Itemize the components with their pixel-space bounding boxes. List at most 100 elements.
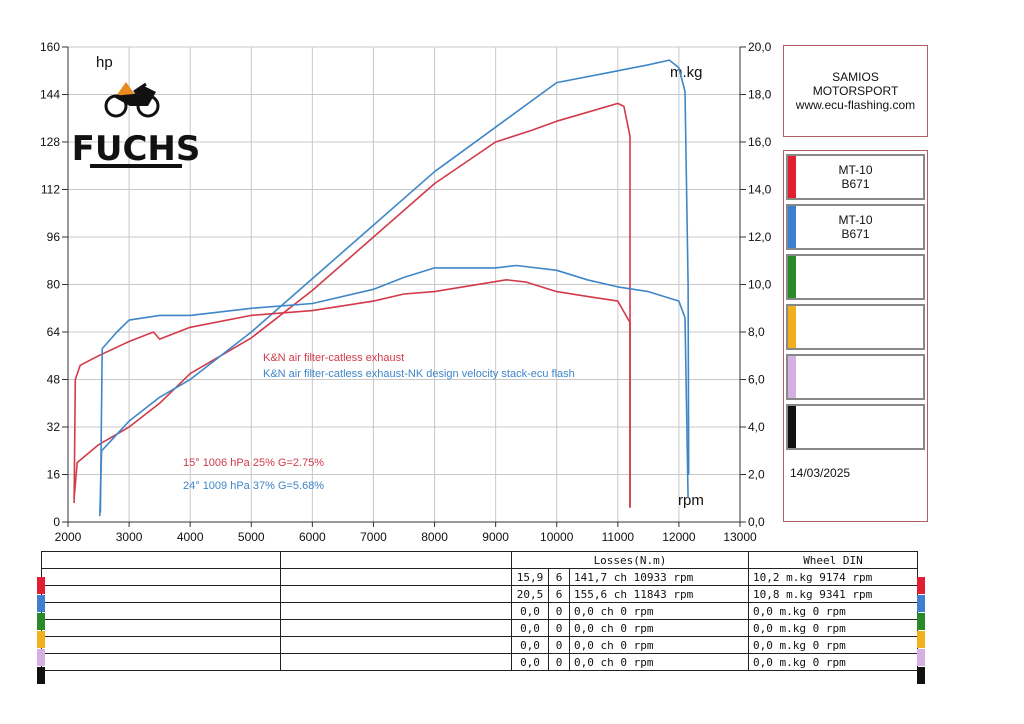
x-tick-label: 5000: [238, 530, 265, 544]
loss-count: 6: [548, 585, 570, 603]
table-row: 0,0 0 0,0 ch 0 rpm 0,0 m.kg 0 rpm: [41, 653, 918, 671]
row-color-marker: [37, 631, 45, 648]
table-row: 0,0 0 0,0 ch 0 rpm 0,0 m.kg 0 rpm: [41, 636, 918, 654]
table-row: 0,0 0 0,0 ch 0 rpm 0,0 m.kg 0 rpm: [41, 602, 918, 620]
legend-swatch: [788, 306, 796, 348]
loss-count: 6: [548, 568, 570, 586]
loss-value: 20,5: [511, 585, 549, 603]
y-left-tick-label: 160: [40, 40, 60, 54]
run-legend: MT-10 B671 MT-10 B671: [783, 150, 928, 522]
brand-line-2: MOTORSPORT: [812, 84, 899, 98]
table-row: 15,9 6 141,7 ch 10933 rpm 10,2 m.kg 9174…: [41, 568, 918, 586]
x-tick-label: 3000: [116, 530, 143, 544]
y-right-axis-label: m.kg: [670, 64, 703, 81]
legend-slot-green[interactable]: [786, 254, 925, 300]
x-tick-label: 8000: [421, 530, 448, 544]
loss-count: 0: [548, 636, 570, 654]
loss-count: 0: [548, 653, 570, 671]
y-left-tick-label: 0: [53, 515, 60, 529]
brand-box: SAMIOS MOTORSPORT www.ecu-flashing.com: [783, 45, 928, 137]
x-axis-label: rpm: [678, 492, 704, 509]
loss-value: 15,9: [511, 568, 549, 586]
legend-slot-black[interactable]: [786, 404, 925, 450]
fuchs-logo: FUCHS: [72, 82, 200, 169]
annotation-red-label: K&N air filter-catless exhaust: [263, 352, 404, 364]
series-line-power-1: [99, 59, 690, 517]
legend-slot-lilac[interactable]: [786, 354, 925, 400]
x-tick-label: 11000: [602, 530, 635, 544]
chart-series: [73, 59, 690, 517]
peak-power: 0,0 ch 0 rpm: [569, 619, 749, 637]
legend-slot-blue[interactable]: MT-10 B671: [786, 204, 925, 250]
results-table: Losses(N.m) Wheel DIN 15,9 6 141,7 ch 10…: [41, 551, 918, 671]
x-tick-label: 2000: [55, 530, 82, 544]
dyno-chart: 2000 3000 4000 5000 6000 7000 8000 9000 10000 110…: [40, 40, 772, 544]
legend-swatch: [788, 256, 796, 298]
loss-value: 0,0: [511, 636, 549, 654]
losses-header: Losses(N.m): [511, 551, 749, 569]
y-right-tick-label: 4,0: [748, 420, 765, 434]
y-left-tick-label: 48: [47, 373, 61, 387]
y-right-tick-label: 16,0: [748, 135, 772, 149]
series-line-torque-2: [73, 278, 631, 508]
row-color-marker: [917, 613, 925, 630]
legend-slot-red[interactable]: MT-10 B671: [786, 154, 925, 200]
x-tick-label: 4000: [177, 530, 204, 544]
peak-power: 141,7 ch 10933 rpm: [569, 568, 749, 586]
y-right-tick-label: 2,0: [748, 468, 765, 482]
loss-count: 0: [548, 619, 570, 637]
table-row: 20,5 6 155,6 ch 11843 rpm 10,8 m.kg 9341…: [41, 585, 918, 603]
legend-swatch: [788, 156, 796, 198]
legend-line-2: B671: [841, 227, 870, 241]
x-tick-label: 6000: [299, 530, 326, 544]
y-left-tick-label: 64: [47, 325, 61, 339]
x-tick-label: 9000: [482, 530, 509, 544]
wheel-din-header: Wheel DIN: [748, 551, 918, 569]
motorcycle-icon: [104, 82, 160, 118]
legend-line-1: MT-10: [838, 213, 873, 227]
chart-axes: 2000 3000 4000 5000 6000 7000 8000 9000 10000 110…: [40, 40, 772, 544]
x-tick-label: 12000: [662, 530, 696, 544]
row-color-marker: [37, 649, 45, 666]
y-right-tick-label: 8,0: [748, 325, 765, 339]
loss-value: 0,0: [511, 619, 549, 637]
row-color-marker: [917, 577, 925, 594]
row-color-marker: [917, 595, 925, 612]
legend-swatch: [788, 206, 796, 248]
y-left-tick-label: 112: [41, 183, 60, 197]
peak-power: 155,6 ch 11843 rpm: [569, 585, 749, 603]
peak-torque: 0,0 m.kg 0 rpm: [748, 619, 918, 637]
row-color-marker: [37, 577, 45, 594]
legend-swatch: [788, 356, 796, 398]
annotation-blue-conditions: 24° 1009 hPa 37% G=5.68%: [183, 480, 324, 492]
y-left-axis-label: hp: [96, 54, 113, 71]
y-left-tick-label: 80: [47, 278, 61, 292]
x-tick-label: 13000: [723, 530, 757, 544]
peak-torque: 10,2 m.kg 9174 rpm: [748, 568, 918, 586]
table-header-row: Losses(N.m) Wheel DIN: [41, 551, 918, 569]
y-left-tick-label: 32: [47, 420, 61, 434]
peak-power: 0,0 ch 0 rpm: [569, 602, 749, 620]
y-right-tick-label: 20,0: [748, 40, 772, 54]
y-right-tick-label: 0,0: [748, 515, 765, 529]
peak-power: 0,0 ch 0 rpm: [569, 653, 749, 671]
peak-power: 0,0 ch 0 rpm: [569, 636, 749, 654]
legend-slot-yellow[interactable]: [786, 304, 925, 350]
row-color-marker: [917, 649, 925, 666]
row-color-marker: [917, 631, 925, 648]
peak-torque: 0,0 m.kg 0 rpm: [748, 602, 918, 620]
y-right-tick-label: 18,0: [748, 88, 772, 102]
legend-line-1: MT-10: [838, 163, 873, 177]
legend-swatch: [788, 406, 796, 448]
series-line-torque-3: [99, 264, 689, 513]
chart-grid: [67, 46, 741, 523]
brand-line-1: SAMIOS: [832, 70, 879, 84]
row-color-marker: [917, 667, 925, 684]
annotation-blue-label: K&N air filter-catless exhaust-NK design…: [263, 368, 575, 380]
y-right-tick-label: 10,0: [748, 278, 772, 292]
y-left-tick-label: 128: [40, 135, 60, 149]
y-right-tick-label: 6,0: [748, 373, 765, 387]
x-tick-label: 7000: [360, 530, 387, 544]
y-left-tick-label: 144: [40, 88, 60, 102]
y-left-tick-label: 96: [47, 230, 61, 244]
